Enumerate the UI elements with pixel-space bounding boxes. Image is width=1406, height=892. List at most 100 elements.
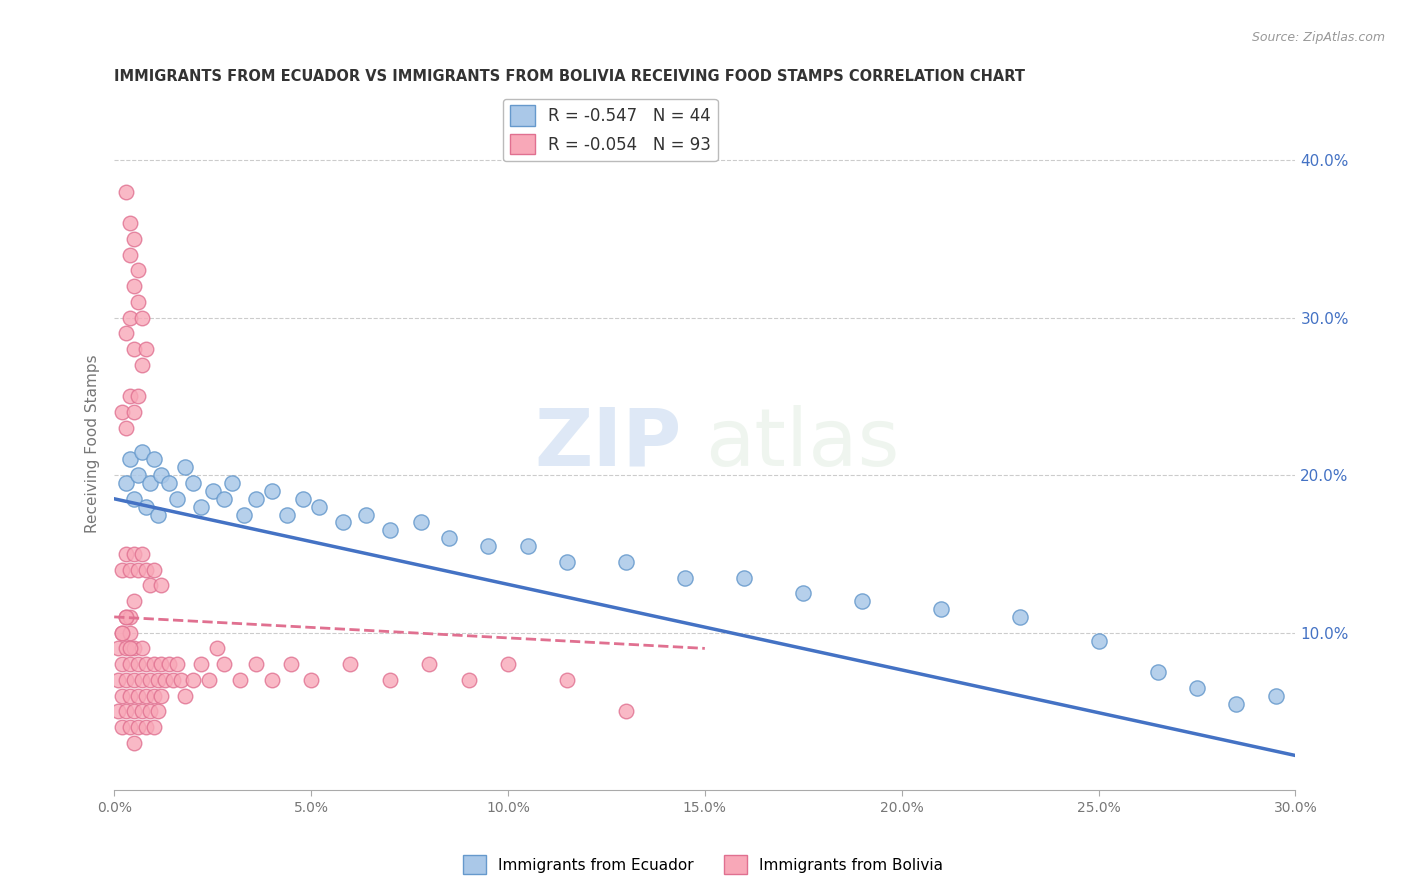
Point: [118, 625, 141, 640]
Point: [308, 500, 330, 514]
Point: [127, 389, 149, 403]
Point: [1087, 633, 1109, 648]
Point: [142, 689, 165, 703]
Point: [496, 657, 519, 672]
Point: [162, 673, 184, 687]
Point: [733, 570, 755, 584]
Text: IMMIGRANTS FROM ECUADOR VS IMMIGRANTS FROM BOLIVIA RECEIVING FOOD STAMPS CORRELA: IMMIGRANTS FROM ECUADOR VS IMMIGRANTS FR…: [114, 69, 1025, 84]
Point: [118, 610, 141, 624]
Point: [118, 563, 141, 577]
Point: [245, 657, 267, 672]
Point: [138, 705, 160, 719]
Point: [122, 673, 145, 687]
Point: [555, 555, 578, 569]
Point: [118, 389, 141, 403]
Text: atlas: atlas: [704, 405, 900, 483]
Point: [131, 358, 153, 372]
Point: [166, 657, 188, 672]
Point: [673, 570, 696, 584]
Legend: Immigrants from Ecuador, Immigrants from Bolivia: Immigrants from Ecuador, Immigrants from…: [457, 849, 949, 880]
Point: [332, 516, 354, 530]
Point: [378, 523, 401, 537]
Y-axis label: Receiving Food Stamps: Receiving Food Stamps: [86, 354, 100, 533]
Point: [107, 673, 129, 687]
Point: [122, 594, 145, 608]
Point: [118, 452, 141, 467]
Point: [135, 657, 157, 672]
Point: [115, 673, 138, 687]
Point: [150, 468, 173, 483]
Point: [437, 531, 460, 545]
Point: [107, 641, 129, 656]
Point: [245, 491, 267, 506]
Point: [122, 405, 145, 419]
Point: [115, 547, 138, 561]
Point: [280, 657, 302, 672]
Point: [339, 657, 361, 672]
Point: [1008, 610, 1031, 624]
Point: [135, 563, 157, 577]
Point: [181, 673, 204, 687]
Point: [166, 491, 188, 506]
Point: [614, 555, 637, 569]
Point: [181, 476, 204, 491]
Point: [122, 705, 145, 719]
Point: [170, 673, 193, 687]
Point: [115, 476, 138, 491]
Point: [115, 641, 138, 656]
Point: [111, 720, 134, 734]
Point: [131, 705, 153, 719]
Point: [111, 657, 134, 672]
Point: [127, 689, 149, 703]
Point: [142, 720, 165, 734]
Point: [115, 326, 138, 341]
Point: [115, 705, 138, 719]
Point: [190, 657, 212, 672]
Point: [127, 263, 149, 277]
Point: [135, 720, 157, 734]
Point: [418, 657, 440, 672]
Point: [260, 483, 283, 498]
Point: [614, 705, 637, 719]
Point: [792, 586, 814, 600]
Point: [122, 342, 145, 356]
Point: [135, 342, 157, 356]
Point: [555, 673, 578, 687]
Point: [127, 563, 149, 577]
Point: [131, 547, 153, 561]
Point: [477, 539, 499, 553]
Point: [205, 641, 228, 656]
Point: [155, 673, 177, 687]
Point: [851, 594, 873, 608]
Point: [214, 491, 236, 506]
Point: [118, 216, 141, 230]
Point: [138, 673, 160, 687]
Point: [135, 689, 157, 703]
Point: [260, 673, 283, 687]
Point: [127, 657, 149, 672]
Point: [1264, 689, 1286, 703]
Point: [131, 310, 153, 325]
Point: [127, 294, 149, 309]
Point: [127, 468, 149, 483]
Point: [115, 610, 138, 624]
Point: [146, 508, 169, 522]
Point: [174, 689, 197, 703]
Point: [214, 657, 236, 672]
Point: [150, 689, 173, 703]
Point: [131, 641, 153, 656]
Point: [118, 720, 141, 734]
Point: [150, 578, 173, 592]
Point: [115, 610, 138, 624]
Point: [122, 641, 145, 656]
Point: [111, 563, 134, 577]
Point: [1185, 681, 1208, 695]
Point: [276, 508, 298, 522]
Point: [457, 673, 479, 687]
Point: [127, 720, 149, 734]
Text: ZIP: ZIP: [534, 405, 681, 483]
Point: [115, 421, 138, 435]
Text: Source: ZipAtlas.com: Source: ZipAtlas.com: [1251, 31, 1385, 45]
Point: [929, 602, 952, 616]
Point: [111, 625, 134, 640]
